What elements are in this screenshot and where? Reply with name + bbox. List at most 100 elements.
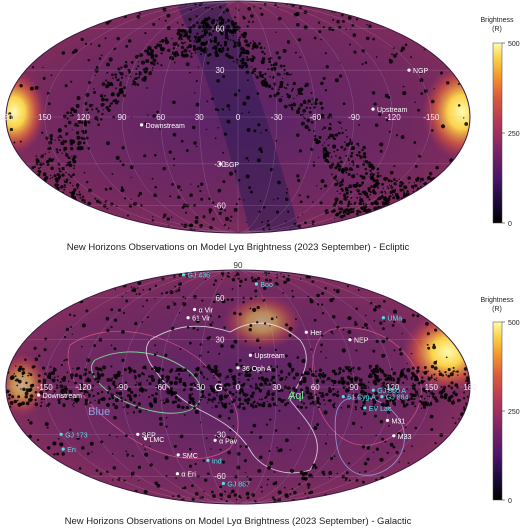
star-dot <box>172 46 176 50</box>
star-dot <box>247 373 252 378</box>
star-dot <box>333 406 336 409</box>
star-dot <box>283 86 286 89</box>
annotation-marker <box>392 434 396 438</box>
star-dot <box>315 140 319 144</box>
star-dot <box>291 108 294 111</box>
star-dot <box>55 386 58 389</box>
star-dot <box>372 37 375 41</box>
star-dot <box>138 12 141 15</box>
star-dot <box>236 61 239 64</box>
star-dot <box>220 344 224 348</box>
star-dot <box>363 322 368 327</box>
star-dot <box>252 423 257 428</box>
star-dot <box>303 117 306 120</box>
star-dot <box>142 78 147 82</box>
star-dot <box>57 375 59 378</box>
star-dot <box>319 403 322 405</box>
star-dot <box>380 190 384 194</box>
star-dot <box>429 402 433 406</box>
star-dot <box>111 453 114 455</box>
star-dot <box>345 366 350 371</box>
star-dot <box>63 179 65 182</box>
star-dot <box>367 446 371 450</box>
star-dot <box>335 179 337 181</box>
star-dot <box>438 372 443 377</box>
star-dot <box>422 371 424 373</box>
star-dot <box>147 375 151 378</box>
star-dot <box>63 335 67 339</box>
star-dot <box>176 53 180 57</box>
star-dot <box>363 160 365 162</box>
star-dot <box>330 379 334 382</box>
star-dot <box>303 371 308 375</box>
star-dot <box>147 114 149 116</box>
star-dot <box>313 106 317 109</box>
star-dot <box>386 400 390 403</box>
star-dot <box>404 426 407 429</box>
star-dot <box>268 449 271 453</box>
meridian-line <box>44 1 239 233</box>
star-dot <box>406 378 409 380</box>
star-dot <box>392 47 395 50</box>
star-dot <box>130 198 132 200</box>
star-dot <box>246 25 249 28</box>
star-dot <box>92 104 94 106</box>
star-dot <box>69 111 73 115</box>
star-dot <box>439 394 444 399</box>
star-dot <box>156 483 161 488</box>
star-dot <box>122 94 126 98</box>
star-dot <box>13 373 15 375</box>
star-dot <box>177 288 181 292</box>
star-dot <box>342 102 346 106</box>
star-dot <box>100 102 105 107</box>
star-dot <box>283 280 287 284</box>
star-dot <box>71 114 74 117</box>
star-dot <box>156 110 159 114</box>
star-dot <box>64 186 66 189</box>
star-dot <box>18 365 23 370</box>
star-dot <box>105 84 110 89</box>
star-dot <box>372 188 376 192</box>
star-dot <box>226 38 229 41</box>
star-dot <box>145 368 147 370</box>
star-dot <box>369 193 371 196</box>
star-dot <box>55 179 59 183</box>
star-dot <box>310 92 313 94</box>
star-dot <box>336 148 339 152</box>
star-dot <box>286 387 289 390</box>
star-dot <box>455 371 457 373</box>
star-dot <box>297 106 301 110</box>
star-dot <box>257 376 261 380</box>
star-dot <box>46 404 50 408</box>
star-dot <box>238 495 242 498</box>
star-dot <box>181 23 184 26</box>
star-dot <box>29 394 34 398</box>
annotation-label: Her <box>310 330 322 337</box>
star-dot <box>265 423 268 426</box>
star-dot <box>431 374 433 377</box>
star-dot <box>73 405 75 408</box>
star-dot <box>450 381 454 385</box>
star-dot <box>412 373 416 378</box>
star-dot <box>201 496 204 499</box>
annotation-label: NGP <box>413 68 429 75</box>
star-dot <box>223 490 227 493</box>
star-dot <box>268 403 270 405</box>
star-dot <box>333 455 336 458</box>
star-dot <box>70 191 75 196</box>
star-dot <box>199 354 202 357</box>
star-dot <box>164 353 168 357</box>
colorbar-2-unit: (R) <box>492 306 502 313</box>
star-dot <box>154 297 156 300</box>
star-dot <box>383 176 388 181</box>
star-dot <box>186 46 190 49</box>
star-dot <box>386 409 391 413</box>
star-dot <box>229 409 234 414</box>
star-dot <box>272 402 277 406</box>
star-dot <box>232 39 235 42</box>
star-dot <box>341 348 346 353</box>
star-dot <box>242 34 247 39</box>
star-dot <box>252 401 255 404</box>
star-dot <box>283 486 286 489</box>
star-dot <box>342 385 346 389</box>
